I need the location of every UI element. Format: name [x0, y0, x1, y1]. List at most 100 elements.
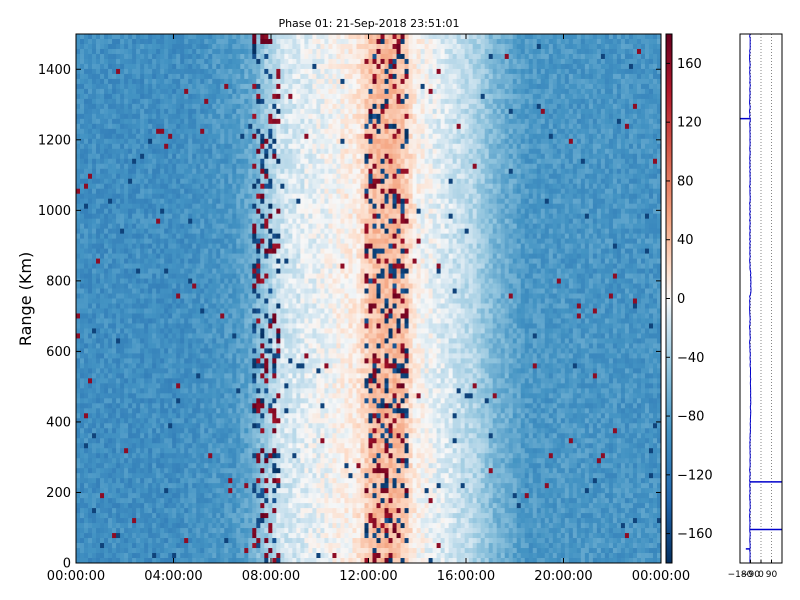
heatmap-cell: [108, 153, 113, 160]
heatmap-cell: [200, 248, 205, 254]
heatmap-cell: [144, 438, 149, 444]
heatmap-cell: [168, 333, 173, 339]
heatmap-cell: [124, 398, 129, 404]
heatmap-cell: [112, 513, 117, 519]
heatmap-cell: [160, 133, 165, 140]
heatmap-cell: [188, 523, 193, 529]
heatmap-cell: [212, 178, 217, 185]
heatmap-cell: [172, 468, 177, 474]
heatmap-cell: [156, 43, 161, 50]
heatmap-cell: [220, 403, 225, 409]
heatmap-cell: [204, 493, 209, 499]
heatmap-cell: [248, 163, 253, 170]
heatmap-cell: [100, 528, 105, 534]
heatmap-cell: [96, 333, 101, 339]
heatmap-cell: [192, 463, 197, 469]
heatmap-cell: [216, 223, 221, 230]
heatmap-cell: [168, 318, 173, 324]
heatmap-cell: [104, 353, 109, 359]
heatmap-cell: [196, 43, 201, 50]
heatmap-cell: [160, 193, 165, 200]
heatmap-cell: [172, 418, 177, 424]
heatmap-cell: [248, 538, 253, 544]
heatmap-cell: [160, 303, 165, 309]
heatmap-cell: [164, 483, 169, 489]
heatmap-cell: [88, 183, 93, 190]
heatmap-cell: [196, 273, 201, 279]
heatmap-cell: [160, 178, 165, 185]
heatmap-cell: [224, 108, 229, 115]
heatmap-cell: [188, 533, 193, 539]
heatmap-cell: [120, 183, 125, 190]
heatmap-cell: [76, 398, 81, 404]
heatmap-cell: [160, 503, 165, 509]
heatmap-cell: [252, 388, 257, 394]
heatmap-cell: [96, 188, 101, 195]
heatmap-cell: [184, 363, 189, 369]
heatmap-cell: [100, 503, 105, 509]
heatmap-cell: [252, 118, 257, 125]
heatmap-cell: [116, 498, 121, 504]
heatmap-cell: [76, 273, 81, 279]
heatmap-cell: [172, 413, 177, 419]
heatmap-cell: [224, 343, 229, 349]
heatmap-cell: [244, 34, 249, 40]
heatmap-cell: [184, 348, 189, 354]
heatmap-cell: [164, 478, 169, 484]
heatmap-cell: [212, 448, 217, 454]
heatmap-cell: [252, 108, 257, 115]
heatmap-cell: [232, 358, 237, 364]
heatmap-cell: [80, 253, 85, 259]
heatmap-cell: [128, 493, 133, 499]
heatmap-cell: [116, 193, 121, 200]
heatmap-cell: [212, 118, 217, 125]
heatmap-cell: [172, 53, 177, 60]
heatmap-cell: [168, 488, 173, 494]
heatmap-cell: [228, 43, 233, 50]
heatmap-cell: [180, 338, 185, 344]
heatmap-cell: [96, 163, 101, 170]
heatmap-cell: [184, 143, 189, 150]
heatmap-cell: [76, 238, 81, 244]
heatmap-cell: [124, 293, 129, 299]
heatmap-cell: [164, 168, 169, 175]
heatmap-cell: [144, 473, 149, 479]
heatmap-cell: [136, 438, 141, 444]
heatmap-cell: [216, 228, 221, 235]
heatmap-cell: [76, 68, 81, 75]
heatmap-cell: [80, 268, 85, 274]
heatmap-cell: [184, 353, 189, 359]
heatmap-cell: [88, 323, 93, 329]
heatmap-cell: [140, 348, 145, 354]
heatmap-cell: [76, 243, 81, 249]
heatmap-cell: [188, 243, 193, 249]
heatmap-cell: [80, 558, 85, 564]
heatmap-cell: [236, 108, 241, 115]
heatmap-cell: [248, 38, 253, 45]
heatmap-cell: [196, 173, 201, 180]
heatmap-cell: [236, 178, 241, 185]
heatmap-cell: [112, 198, 117, 205]
heatmap-cell: [228, 163, 233, 170]
heatmap-cell: [92, 208, 97, 215]
heatmap-cell: [144, 543, 149, 549]
heatmap-cell: [196, 138, 201, 145]
heatmap-cell: [148, 43, 153, 50]
heatmap-cell: [144, 258, 149, 264]
heatmap-cell: [168, 358, 173, 364]
heatmap-cell: [232, 428, 237, 434]
heatmap-cell: [92, 58, 97, 65]
heatmap-cell: [136, 483, 141, 489]
heatmap-cell: [88, 273, 93, 279]
heatmap-cell: [200, 178, 205, 185]
heatmap-cell: [216, 303, 221, 309]
heatmap-cell: [136, 228, 141, 235]
heatmap-cell: [112, 548, 117, 554]
heatmap-cell: [116, 558, 121, 564]
heatmap-cell: [92, 338, 97, 344]
heatmap-cell: [160, 388, 165, 394]
heatmap-cell: [228, 53, 233, 60]
heatmap-cell: [196, 108, 201, 115]
heatmap-cell: [140, 78, 145, 85]
heatmap-cell: [84, 348, 89, 354]
